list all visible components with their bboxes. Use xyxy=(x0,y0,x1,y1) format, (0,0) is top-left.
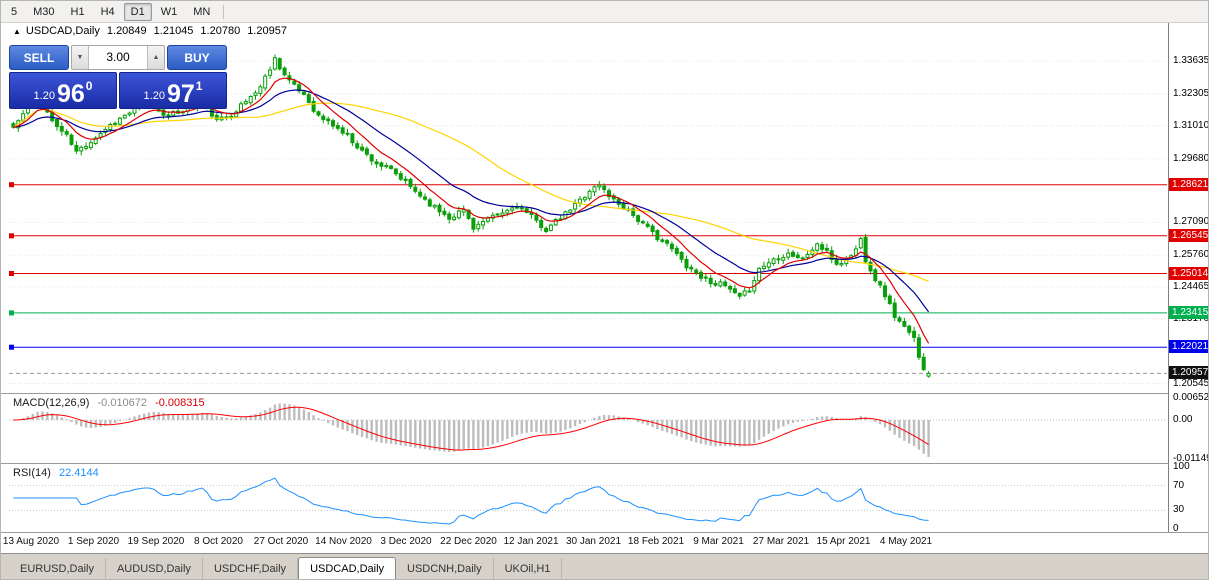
price-axis-label: 1.20545 xyxy=(1173,378,1209,389)
macd-panel-separator xyxy=(1,393,1208,394)
timeframe-button-d1[interactable]: D1 xyxy=(123,2,152,21)
time-axis: 13 Aug 2020 1 Sep 2020 19 Sep 2020 8 Oct 20… xyxy=(1,533,1168,553)
date-label: 9 Mar 2021 xyxy=(693,536,744,547)
chart-tab-eurusd[interactable]: EURUSD,Daily xyxy=(9,558,106,579)
horizontal-level-lines[interactable] xyxy=(9,182,1167,374)
date-label: 12 Jan 2021 xyxy=(503,536,559,547)
date-label: 14 Nov 2020 xyxy=(315,536,372,547)
price-axis-label: 1.27090 xyxy=(1173,216,1209,227)
macd-histogram xyxy=(17,403,930,457)
time-axis-separator xyxy=(1,532,1208,533)
date-label: 30 Jan 2021 xyxy=(565,536,622,547)
date-label: 4 May 2021 xyxy=(879,536,933,547)
buy-button[interactable]: BUY xyxy=(167,45,227,70)
macd-axis-label: 0.00 xyxy=(1173,414,1193,425)
date-label: 15 Apr 2021 xyxy=(816,536,871,547)
ohlc-high: 1.21045 xyxy=(153,25,194,37)
price-axis-label: 1.29680 xyxy=(1173,153,1209,164)
price-axis-label: 1.31010 xyxy=(1173,120,1209,131)
rsi-indicator-panel[interactable] xyxy=(1,464,1209,532)
level-price-badge[interactable]: 1.25014 xyxy=(1169,267,1208,280)
rsi-axis-label: 30 xyxy=(1173,504,1185,515)
macd-indicator-panel[interactable] xyxy=(1,394,1209,463)
date-label: 27 Mar 2021 xyxy=(752,536,810,547)
chart-tab-usdchf[interactable]: USDCHF,Daily xyxy=(203,558,299,579)
macd-main-value: -0.010672 xyxy=(97,397,148,409)
toolbar-separator xyxy=(223,4,225,19)
date-label: 18 Feb 2021 xyxy=(627,536,685,547)
chart-tab-ukoil[interactable]: UKOil,H1 xyxy=(494,558,563,579)
macd-title: MACD(12,26,9) xyxy=(13,397,90,409)
level-price-badge[interactable]: 1.22021 xyxy=(1169,340,1208,353)
macd-header: MACD(12,26,9) -0.010672 -0.008315 xyxy=(13,397,210,409)
volume-decrease-button[interactable]: ▼ xyxy=(72,46,89,69)
timeframe-button-h1[interactable]: H1 xyxy=(70,5,85,18)
bid-price-pips: 96 xyxy=(56,79,85,108)
ask-price-point: 1 xyxy=(195,79,203,93)
one-click-trading-panel: SELL ▼ 3.00 ▲ BUY 1.20 96 0 1.20 97 1 xyxy=(9,45,227,109)
ask-price-button[interactable]: 1.20 97 1 xyxy=(119,72,227,109)
chart-title-bar: ▲ USDCAD,Daily 1.20849 1.21045 1.20780 1… xyxy=(1,23,1208,39)
timeframe-button-w1[interactable]: W1 xyxy=(160,5,178,18)
ask-price-pips: 97 xyxy=(166,79,195,108)
volume-value[interactable]: 3.00 xyxy=(106,50,130,64)
ohlc-open: 1.20849 xyxy=(106,25,147,37)
level-price-badge[interactable]: 1.28621 xyxy=(1169,178,1208,191)
chart-symbol-label: USDCAD,Daily xyxy=(25,25,100,37)
price-axis-label: 1.24465 xyxy=(1173,281,1209,292)
ask-price-prefix: 1.20 xyxy=(143,90,165,102)
level-price-badge[interactable]: 1.23415 xyxy=(1169,306,1208,319)
price-axis-label: 1.25760 xyxy=(1173,249,1209,260)
chart-tab-bar: EURUSD,Daily AUDUSD,Daily USDCHF,Daily USDC… xyxy=(1,553,1208,579)
rsi-panel-separator xyxy=(1,463,1208,464)
chart-marker-icon: ▲ xyxy=(13,26,21,36)
rsi-value: 22.4144 xyxy=(58,467,99,479)
rsi-title: RSI(14) xyxy=(13,467,51,479)
bid-price-prefix: 1.20 xyxy=(33,90,55,102)
bid-price-button[interactable]: 1.20 96 0 xyxy=(9,72,117,109)
timeframe-button-m30[interactable]: M30 xyxy=(33,5,55,18)
price-axis-label: 1.33635 xyxy=(1173,55,1209,66)
timeframe-toolbar: 5 M30 H1 H4 D1 W1 MN xyxy=(1,1,1208,23)
date-label: 13 Aug 2020 xyxy=(2,536,60,547)
rsi-line xyxy=(13,477,929,525)
macd-axis-label: 0.006521 xyxy=(1173,392,1209,403)
rsi-level-lines xyxy=(9,485,1167,511)
rsi-axis-label: 100 xyxy=(1173,461,1190,472)
price-axis-label: 1.32305 xyxy=(1173,88,1209,99)
volume-increase-button[interactable]: ▲ xyxy=(147,46,164,69)
moving-average-lines xyxy=(13,77,930,344)
macd-axis-label: -0.01149 xyxy=(1173,453,1209,464)
current-price-badge: 1.20957 xyxy=(1169,366,1208,379)
chart-tab-usdcnh[interactable]: USDCNH,Daily xyxy=(396,558,494,579)
price-axis: 1.33635 1.32305 1.31010 1.29680 1.27090 1.257… xyxy=(1168,23,1209,534)
rsi-axis-label: 0 xyxy=(1173,523,1179,534)
date-label: 22 Dec 2020 xyxy=(440,536,497,547)
level-price-badge[interactable]: 1.26545 xyxy=(1169,229,1208,242)
timeframe-button-h4[interactable]: H4 xyxy=(100,5,115,18)
date-label: 8 Oct 2020 xyxy=(194,536,243,547)
volume-spinner[interactable]: ▼ 3.00 ▲ xyxy=(71,45,165,70)
date-label: 19 Sep 2020 xyxy=(127,536,185,547)
chart-tab-usdcad[interactable]: USDCAD,Daily xyxy=(298,557,397,579)
macd-signal-value: -0.008315 xyxy=(155,397,205,409)
chart-tab-audusd[interactable]: AUDUSD,Daily xyxy=(106,558,203,579)
timeframe-button-mn[interactable]: MN xyxy=(193,5,211,18)
price-gridlines xyxy=(9,60,1167,384)
candlesticks xyxy=(11,54,931,378)
ohlc-low: 1.20780 xyxy=(200,25,241,37)
sell-button[interactable]: SELL xyxy=(9,45,69,70)
date-label: 3 Dec 2020 xyxy=(380,536,432,547)
rsi-axis-label: 70 xyxy=(1173,480,1185,491)
rsi-header: RSI(14) 22.4144 xyxy=(13,467,104,479)
main-price-chart[interactable] xyxy=(1,39,1209,393)
bid-price-point: 0 xyxy=(85,79,93,93)
timeframe-button-5[interactable]: 5 xyxy=(11,5,18,18)
macd-signal-line xyxy=(13,406,929,451)
date-label: 27 Oct 2020 xyxy=(253,536,309,547)
date-label: 1 Sep 2020 xyxy=(67,536,120,547)
ohlc-close: 1.20957 xyxy=(247,25,287,37)
